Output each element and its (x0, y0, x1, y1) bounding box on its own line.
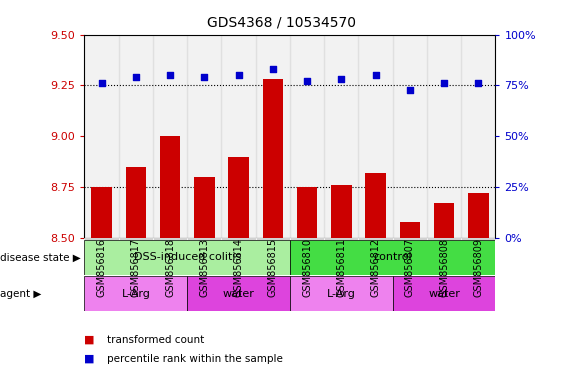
Bar (126, 167, 146, 238)
Bar (393, 238, 427, 240)
Text: control: control (373, 252, 412, 262)
Bar (91, 187, 112, 238)
Text: GSM856811: GSM856811 (336, 238, 346, 297)
Bar (153, 238, 187, 240)
Point (302, 78, 311, 84)
Text: GSM856816: GSM856816 (97, 238, 106, 297)
Text: disease state ▶: disease state ▶ (0, 252, 81, 262)
Bar (256, 35, 290, 238)
Text: GDS4368 / 10534570: GDS4368 / 10534570 (207, 15, 356, 29)
Bar (400, 222, 420, 238)
Text: L-Arg: L-Arg (122, 289, 150, 299)
Text: GSM856810: GSM856810 (302, 238, 312, 297)
Text: transformed count: transformed count (107, 335, 204, 345)
Bar (359, 238, 393, 240)
Text: percentile rank within the sample: percentile rank within the sample (107, 354, 283, 364)
Bar (262, 79, 283, 238)
Bar (359, 35, 393, 238)
Bar (290, 238, 324, 240)
Bar (187, 35, 221, 238)
Point (371, 72, 380, 78)
Text: GSM856812: GSM856812 (370, 238, 381, 297)
Bar (427, 35, 461, 238)
Bar (194, 177, 215, 238)
Point (200, 74, 209, 80)
Text: GSM856813: GSM856813 (199, 238, 209, 297)
Bar (290, 35, 324, 238)
Text: GSM856815: GSM856815 (268, 238, 278, 297)
Bar (324, 238, 359, 240)
Bar (427, 238, 461, 240)
Bar (119, 238, 153, 240)
Text: agent ▶: agent ▶ (0, 289, 41, 299)
Bar (461, 35, 495, 238)
Bar (187, 276, 290, 311)
Text: GSM856814: GSM856814 (234, 238, 244, 297)
Bar (221, 35, 256, 238)
Bar (393, 276, 495, 311)
Bar (84, 238, 119, 240)
Text: water: water (222, 289, 254, 299)
Bar (468, 193, 489, 238)
Text: GSM856817: GSM856817 (131, 238, 141, 297)
Text: ■: ■ (84, 335, 95, 345)
Point (440, 80, 449, 86)
Bar (290, 276, 393, 311)
Point (269, 66, 278, 72)
Bar (153, 35, 187, 238)
Text: GSM856809: GSM856809 (473, 238, 483, 297)
Point (234, 72, 243, 78)
Point (97, 80, 106, 86)
Text: GSM856808: GSM856808 (439, 238, 449, 297)
Text: GSM856807: GSM856807 (405, 238, 415, 297)
Bar (160, 136, 180, 238)
Bar (324, 35, 359, 238)
Bar (187, 238, 221, 240)
Bar (331, 185, 351, 238)
Bar (297, 187, 318, 238)
Bar (365, 173, 386, 238)
Bar (290, 240, 495, 275)
Bar (221, 238, 256, 240)
Bar (84, 240, 290, 275)
Bar (84, 276, 187, 311)
Bar (393, 35, 427, 238)
Bar (461, 238, 495, 240)
Text: DSS-induced colitis: DSS-induced colitis (133, 252, 241, 262)
Bar (119, 35, 153, 238)
Text: ■: ■ (84, 354, 95, 364)
Bar (434, 204, 454, 238)
Point (131, 74, 140, 80)
Text: GSM856818: GSM856818 (165, 238, 175, 297)
Bar (229, 157, 249, 238)
Bar (84, 35, 119, 238)
Text: L-Arg: L-Arg (327, 289, 356, 299)
Bar (256, 238, 290, 240)
Point (337, 76, 346, 83)
Point (166, 72, 175, 78)
Text: water: water (428, 289, 460, 299)
Point (405, 86, 414, 93)
Point (474, 80, 483, 86)
